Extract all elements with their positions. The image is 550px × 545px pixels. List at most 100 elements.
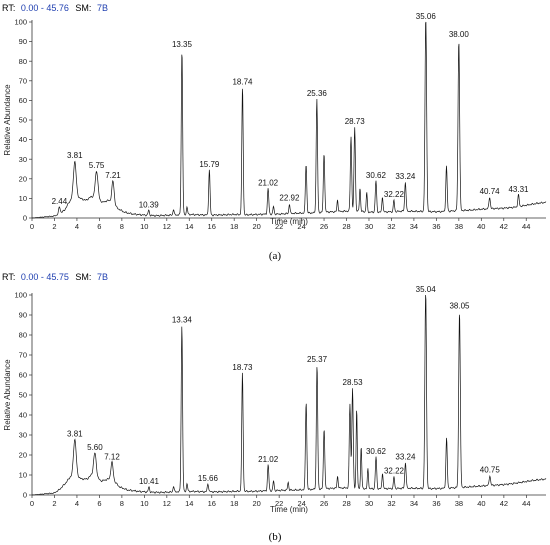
- panel-a-sm-label: SM:: [75, 3, 91, 13]
- panel-b-y-tick-label: 80: [19, 331, 27, 340]
- panel-b-x-tick-label: 6: [97, 499, 101, 508]
- panel-b-peak-label: 35.04: [416, 285, 437, 294]
- panel-a-peak-label: 3.81: [67, 151, 83, 160]
- panel-b-caption: (b): [269, 531, 282, 543]
- panel-b-x-tick-label: 38: [455, 499, 463, 508]
- panel-a-x-tick-label: 20: [252, 222, 260, 231]
- panel-b-x-tick-label: 28: [342, 499, 350, 508]
- panel-a-y-tick-label: 60: [19, 96, 27, 105]
- panel-b-x-tick-label: 10: [140, 499, 148, 508]
- panel-b-peak-label: 3.81: [67, 429, 83, 438]
- panel-b-x-tick-label: 32: [387, 499, 395, 508]
- panel-a-sm-value: 7B: [97, 3, 108, 13]
- panel-b-peak-label: 38.05: [449, 301, 470, 310]
- panel-a-rt-label: RT:: [2, 3, 15, 13]
- panel-a-y-tick-label: 90: [19, 37, 27, 46]
- panel-b-x-tick-label: 20: [253, 499, 261, 508]
- panel-a-y-tick-label: 100: [14, 18, 27, 27]
- panel-b-y-tick-label: 20: [19, 451, 27, 460]
- panel-a-x-tick-label: 32: [387, 222, 395, 231]
- panel-b-y-tick-label: 60: [19, 371, 27, 380]
- panel-b-x-tick-label: 4: [75, 499, 79, 508]
- panel-b-sm-value: 7B: [97, 272, 108, 282]
- panel-b-x-tick-label: 12: [163, 499, 171, 508]
- panel-a-x-tick-label: 34: [410, 222, 418, 231]
- panel-a-peak-label: 25.36: [307, 89, 328, 98]
- panel-b-x-tick-label: 14: [185, 499, 193, 508]
- panel-b-peak-label: 33.24: [395, 452, 416, 461]
- panel-b-x-tick-label: 2: [52, 499, 56, 508]
- panel-b-y-tick-label: 10: [19, 471, 27, 480]
- panel-a-x-tick-label: 14: [185, 222, 193, 231]
- panel-a-x-tick-label: 16: [208, 222, 216, 231]
- panel-b-peak-label: 30.62: [366, 447, 387, 456]
- panel-a-caption: (a): [269, 250, 282, 262]
- panel-a-peak-label: 33.24: [395, 172, 416, 181]
- panel-a-peak-label: 15.79: [199, 160, 220, 169]
- panel-a-y-tick-label: 40: [19, 135, 27, 144]
- panel-b-x-tick-label: 0: [30, 499, 34, 508]
- panel-a-y-tick-label: 80: [19, 57, 27, 66]
- panel-a-x-tick-label: 6: [97, 222, 101, 231]
- panel-a-x-tick-label: 18: [230, 222, 238, 231]
- panel-b-x-tick-label: 36: [432, 499, 440, 508]
- panel-a-x-axis-label: Time (min): [270, 217, 308, 226]
- panel-b-x-tick-label: 8: [120, 499, 124, 508]
- panel-a-peak-label: 40.74: [480, 187, 501, 196]
- panel-a-peak-label: 22.92: [279, 194, 300, 203]
- panel-b-y-tick-label: 70: [19, 351, 27, 360]
- panel-b-x-tick-label: 18: [230, 499, 238, 508]
- panel-b-x-tick-label: 34: [410, 499, 418, 508]
- panel-a-peak-label: 18.74: [232, 77, 253, 86]
- panel-b-peak-label: 15.66: [198, 474, 219, 483]
- panel-b-x-tick-label: 16: [208, 499, 216, 508]
- panel-a-header: RT: 0.00 - 45.76 SM: 7B: [2, 3, 108, 13]
- panel-a-trace: [31, 21, 547, 219]
- panel-a-x-tick-label: 26: [320, 222, 328, 231]
- panel-b-peak-label: 13.34: [172, 315, 193, 324]
- panel-a-x-tick-label: 24: [297, 222, 305, 231]
- panel-a-peak-label: 38.00: [449, 30, 470, 39]
- panel-b-peak-label: 32.22: [384, 466, 405, 475]
- panel-a-y-tick-label: 30: [19, 155, 27, 164]
- panel-a-peak-label: 7.21: [105, 171, 121, 180]
- panel-a-x-tick-label: 4: [75, 222, 79, 231]
- panel-a-y-tick-label: 10: [19, 194, 27, 203]
- panel-a-peak-label: 13.35: [172, 40, 193, 49]
- panel-a-peak-label: 35.06: [416, 12, 437, 21]
- panel-b-y-tick-label: 90: [19, 311, 27, 320]
- panel-a-x-tick-label: 42: [500, 222, 508, 231]
- panel-a-peak-label: 10.39: [139, 200, 160, 209]
- panel-b-x-tick-label: 22: [275, 499, 283, 508]
- panel-b-x-tick-label: 30: [365, 499, 373, 508]
- panel-b-rt-label: RT:: [2, 272, 15, 282]
- panel-b-peak-label: 18.73: [232, 363, 253, 372]
- panel-b-x-tick-label: 44: [522, 499, 530, 508]
- panel-a-x-tick-label: 10: [140, 222, 148, 231]
- panel-b-y-axis-label: Relative Abundance: [3, 359, 12, 431]
- panel-b-peak-label: 25.37: [307, 355, 328, 364]
- panel-b-y-tick-label: 30: [19, 431, 27, 440]
- panel-b-rt-range: 0.00 - 45.75: [21, 272, 69, 282]
- panel-a-x-tick-label: 44: [522, 222, 530, 231]
- panel-b-peak-label: 5.60: [87, 443, 103, 452]
- panel-a-y-tick-label: 0: [23, 214, 27, 223]
- panel-a-peak-label: 28.73: [345, 117, 366, 126]
- panel-a-peak-label: 2.44: [52, 197, 68, 206]
- panel-b-peak-label: 10.41: [139, 477, 160, 486]
- panel-a-y-tick-label: 20: [19, 174, 27, 183]
- panel-b-header: RT: 0.00 - 45.75 SM: 7B: [2, 272, 108, 282]
- panel-a-x-tick-label: 38: [455, 222, 463, 231]
- panel-a-y-axis-label: Relative Abundance: [3, 84, 12, 156]
- panel-a-x-tick-label: 0: [30, 222, 34, 231]
- panel-a-x-tick-label: 2: [52, 222, 56, 231]
- panel-a-x-tick-label: 36: [432, 222, 440, 231]
- panel-a-y-tick-label: 70: [19, 76, 27, 85]
- panel-a-peak-label: 21.02: [258, 179, 279, 188]
- panel-b-y-tick-label: 40: [19, 411, 27, 420]
- panel-b-peak-label: 28.53: [343, 378, 364, 387]
- panel-a-peak-label: 32.22: [384, 190, 405, 199]
- panel-a-peak-label: 5.75: [89, 161, 105, 170]
